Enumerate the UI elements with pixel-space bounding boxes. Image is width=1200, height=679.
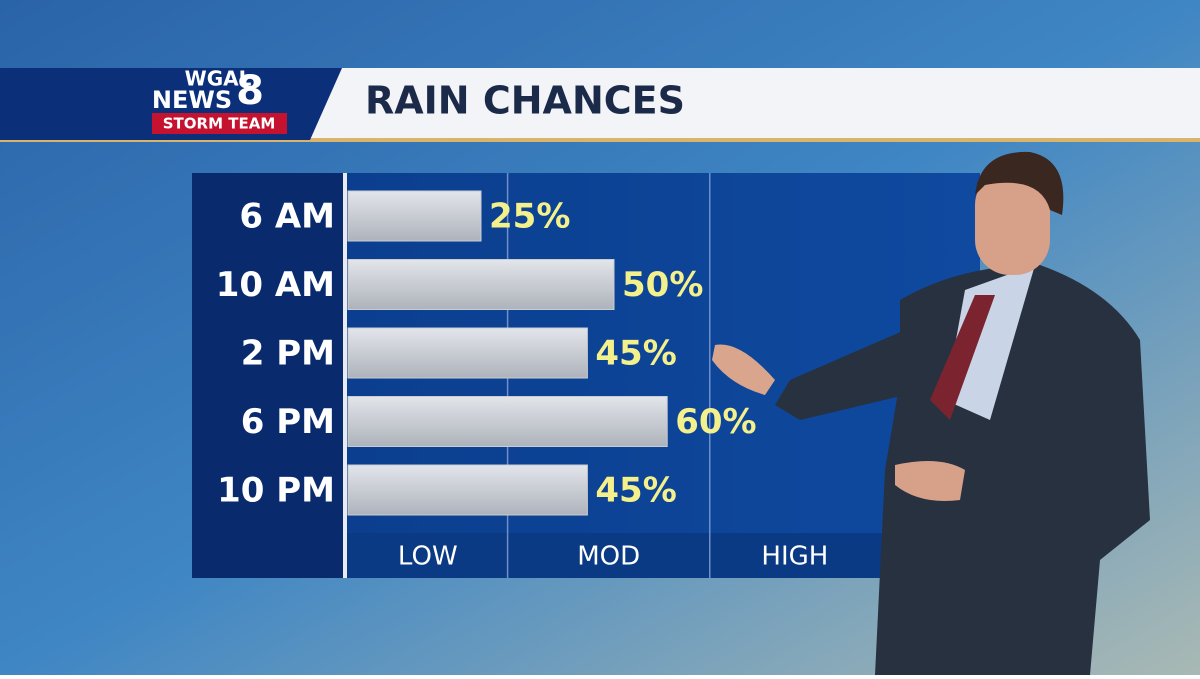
logo-channel: 8	[236, 68, 264, 114]
category-label: 10 AM	[216, 265, 335, 305]
axis-line	[343, 173, 347, 578]
value-label: 50%	[622, 265, 703, 305]
bar	[347, 464, 588, 516]
category-label: 10 PM	[217, 471, 335, 511]
value-label: 45%	[595, 334, 676, 374]
bar	[347, 190, 482, 242]
value-label: 25%	[489, 197, 570, 237]
category-label: 6 PM	[241, 402, 335, 442]
bar	[347, 259, 615, 310]
category-label: 6 AM	[239, 197, 335, 237]
bar	[347, 327, 588, 379]
logo-station: WGAL	[185, 67, 252, 91]
logo-brand: NEWS	[152, 86, 232, 114]
logo-team-box	[152, 113, 287, 134]
logo-team: STORM TEAM	[163, 115, 276, 133]
chart-title: RAIN CHANCES	[365, 79, 685, 123]
band-label: HIGH	[761, 542, 828, 572]
band-label: MOD	[577, 542, 640, 572]
band-strip	[347, 533, 980, 578]
band-label: LOW	[398, 542, 458, 572]
title-rule	[0, 138, 1200, 142]
presenter	[712, 151, 1150, 675]
chart: LOW MOD HIGH 6 AM 25% 10 AM 50% 2 PM 45% 6 PM 60% 1…	[216, 173, 828, 578]
bar	[347, 396, 668, 447]
value-label: 45%	[595, 471, 676, 511]
category-column	[192, 173, 343, 578]
category-label: 2 PM	[241, 334, 335, 374]
value-label: 60%	[675, 402, 756, 442]
